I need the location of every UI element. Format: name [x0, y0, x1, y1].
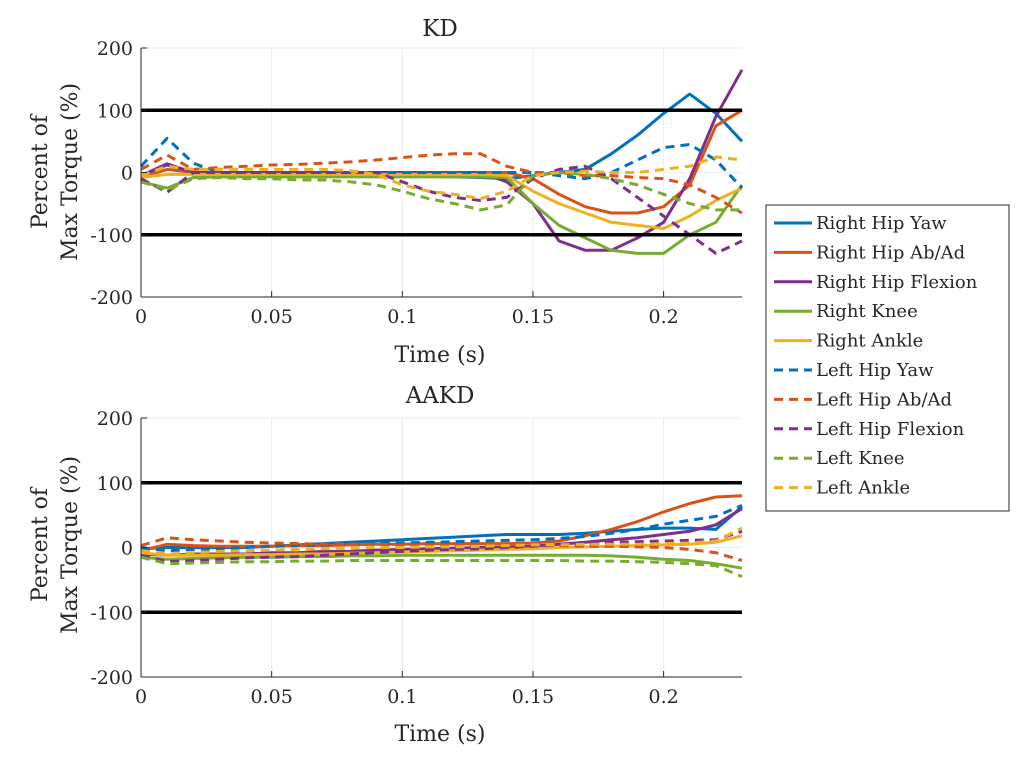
legend-box — [765, 204, 1010, 512]
kd-title: KD — [422, 16, 458, 42]
kd-series-left-knee — [140, 171, 742, 212]
legend-label-right-hip-yaw: Right Hip Yaw — [816, 213, 947, 234]
aakd-y-tick-label-2: 0 — [121, 538, 133, 560]
legend-label-left-hip-flexion: Left Hip Flexion — [816, 419, 965, 440]
aakd-xlabel: Time (s) — [394, 722, 485, 747]
legend: Right Hip Yaw Right Hip Ab/Ad Right Hip Fl… — [765, 204, 1010, 512]
aakd-x-tick-label-2: 0.1 — [387, 686, 417, 708]
kd-xlabel: Time (s) — [394, 343, 485, 368]
kd-series-right-knee — [140, 175, 744, 255]
aakd-x-tick-label-4: 0.2 — [648, 686, 678, 708]
kd-ylabel-line2: Max Torque (%) — [58, 83, 83, 261]
kd-series-left-ankle — [140, 155, 743, 201]
aakd-title: AAKD — [405, 383, 475, 409]
kd-x-tick-label-2: 0.1 — [387, 306, 417, 328]
kd-y-tick-label-0: -200 — [90, 287, 133, 309]
aakd-ylabel-line1: Percent of — [28, 486, 53, 602]
legend-label-right-hip-ab-ad: Right Hip Ab/Ad — [816, 242, 965, 263]
kd-ylabel-line1: Percent of — [28, 113, 53, 229]
kd-x-tick-label-4: 0.2 — [648, 306, 678, 328]
aakd-series-left-hip-yaw — [140, 504, 743, 553]
aakd-y-tick-label-0: -200 — [90, 667, 133, 689]
aakd-x-tick-label-3: 0.15 — [512, 686, 554, 708]
kd-x-tick-label-1: 0.05 — [250, 306, 292, 328]
legend-label-left-ankle: Left Ankle — [816, 478, 910, 499]
kd-x-tick-label-0: 0 — [135, 306, 147, 328]
aakd-series-right-knee — [140, 553, 743, 570]
aakd-y-tick-label-4: 200 — [97, 408, 133, 430]
legend-label-left-hip-yaw: Left Hip Yaw — [816, 360, 934, 381]
legend-label-right-knee: Right Knee — [816, 301, 918, 322]
kd-panel: KD Time (s) Percent of Max Torque (%) 0 0… — [28, 16, 744, 368]
legend-label-left-knee: Left Knee — [816, 448, 905, 469]
kd-x-tick-label-3: 0.15 — [512, 306, 554, 328]
aakd-series-left-knee — [140, 555, 743, 578]
aakd-series-left-ankle — [140, 526, 743, 556]
kd-y-tick-label-3: 100 — [97, 100, 133, 122]
aakd-series-left-hip-flexion — [140, 529, 743, 564]
aakd-x-tick-label-1: 0.05 — [250, 686, 292, 708]
kd-series-right-ankle — [140, 172, 743, 230]
aakd-ylabel-line2: Max Torque (%) — [58, 456, 83, 634]
aakd-y-tick-label-3: 100 — [97, 473, 133, 495]
aakd-x-tick-label-0: 0 — [135, 686, 147, 708]
legend-label-right-ankle: Right Ankle — [816, 331, 923, 352]
kd-y-tick-label-2: 0 — [121, 163, 133, 185]
aakd-series-left-hip-ab-ad — [140, 536, 743, 562]
legend-label-left-hip-ab-ad: Left Hip Ab/Ad — [816, 389, 952, 410]
aakd-y-tick-label-1: -100 — [90, 602, 133, 624]
legend-label-right-hip-flexion: Right Hip Flexion — [816, 272, 978, 293]
aakd-panel: AAKD Time (s) Percent of Max Torque (%) … — [28, 383, 743, 747]
kd-y-tick-label-4: 200 — [97, 38, 133, 60]
kd-series-left-hip-flexion — [140, 164, 743, 255]
kd-y-tick-label-1: -100 — [90, 225, 133, 247]
kd-series-left-hip-ab-ad — [140, 152, 743, 215]
